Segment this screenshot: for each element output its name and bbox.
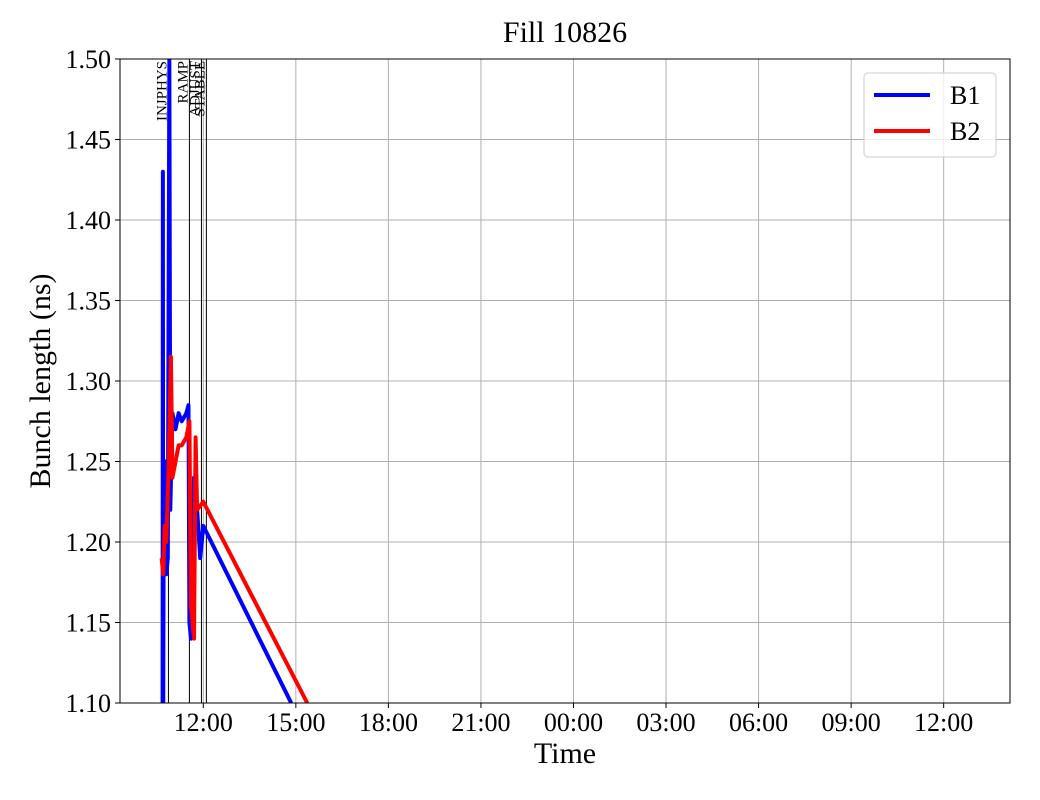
x-tick-label: 00:00 [544, 708, 603, 737]
y-tick-label: 1.45 [66, 126, 112, 155]
y-axis-label: Bunch length (ns) [24, 274, 57, 489]
x-tick-label: 15:00 [266, 708, 325, 737]
legend-label: B1 [950, 81, 980, 110]
y-tick-label: 1.35 [66, 287, 112, 316]
y-tick-label: 1.30 [66, 367, 112, 396]
phase-label: RAMP [175, 61, 191, 104]
x-axis-label: Time [534, 737, 596, 770]
grid [120, 58, 1010, 704]
x-tick-label: 18:00 [359, 708, 418, 737]
x-tick-label: 21:00 [451, 708, 510, 737]
y-tick-label: 1.15 [66, 609, 112, 638]
x-tick-label: 03:00 [636, 708, 695, 737]
x-tick-label: 06:00 [729, 708, 788, 737]
chart-title: Fill 10826 [503, 16, 627, 49]
plot-area [159, 59, 310, 703]
x-tick-label: 12:00 [914, 708, 973, 737]
y-tick-label: 1.20 [66, 528, 112, 557]
phase-label: INJPHYS [154, 61, 170, 121]
legend-label: B2 [950, 117, 980, 146]
y-tick-label: 1.25 [66, 448, 112, 477]
y-tick-label: 1.10 [66, 689, 112, 718]
phase-label: STABLE [192, 61, 208, 116]
data-line [159, 354, 310, 703]
y-tick-label: 1.50 [66, 45, 112, 74]
x-tick-label: 09:00 [822, 708, 881, 737]
overlay: 1.10 1.15 1.20 1.25 1.30 1.35 1.40 1.45 1.50 12:0… [66, 45, 997, 737]
phase-label: ADJUST [187, 61, 203, 117]
x-tick-label: 12:00 [174, 708, 233, 737]
y-tick-label: 1.40 [66, 206, 112, 235]
